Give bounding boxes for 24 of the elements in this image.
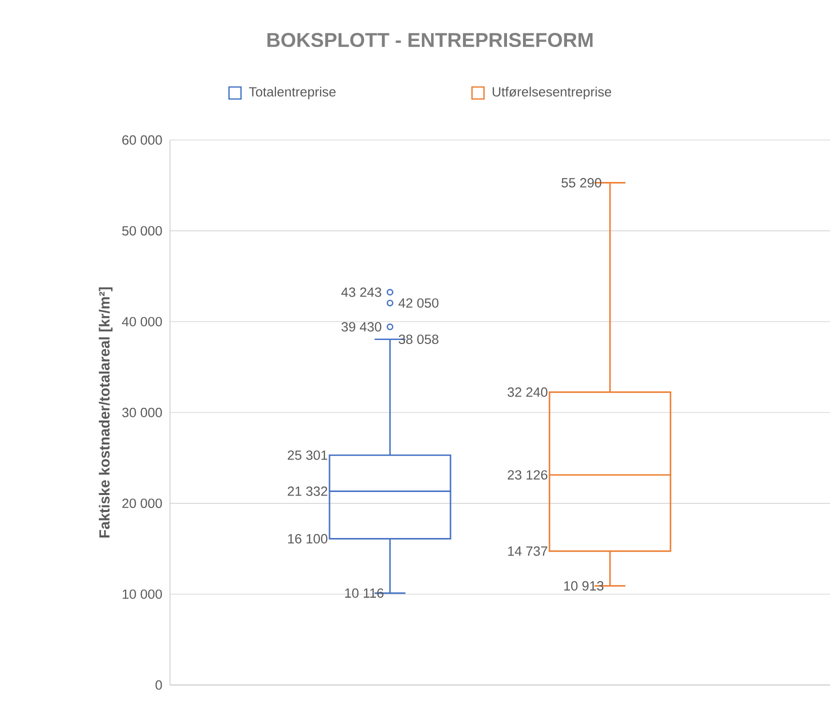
annotation: 10 116 [345, 588, 384, 598]
annotation: 21 332 [288, 486, 328, 496]
annotation: 55 290 [562, 178, 602, 188]
y-tick-label: 50 000 [122, 226, 162, 236]
annotation: 16 100 [288, 534, 328, 544]
annotation: 42 050 [398, 298, 438, 308]
annotation: 14 737 [508, 546, 548, 556]
y-tick-label: 0 [156, 680, 162, 690]
y-tick-label: 10 000 [122, 589, 162, 599]
legend-label: Totalentreprise [249, 86, 336, 100]
y-tick-label: 60 000 [122, 135, 162, 145]
chart-title: BOKSPLOTT - ENTREPRISEFORM [267, 32, 593, 48]
annotation: 23 126 [508, 470, 548, 480]
y-tick-label: 30 000 [122, 408, 162, 418]
annotation: 25 301 [288, 450, 328, 460]
y-tick-label: 20 000 [122, 498, 162, 508]
annotation: 43 243 [341, 287, 382, 297]
annotation: 32 240 [508, 387, 548, 397]
legend-label: Utførelsesentreprise [492, 86, 612, 100]
y-tick-label: 40 000 [122, 316, 162, 326]
y-axis-title: Faktiske kostnader/totalareal [kr/m²] [98, 287, 113, 538]
annotation: 39 430 [342, 322, 382, 332]
annotation: 10 913 [564, 581, 604, 591]
annotation: 38 058 [398, 334, 438, 344]
